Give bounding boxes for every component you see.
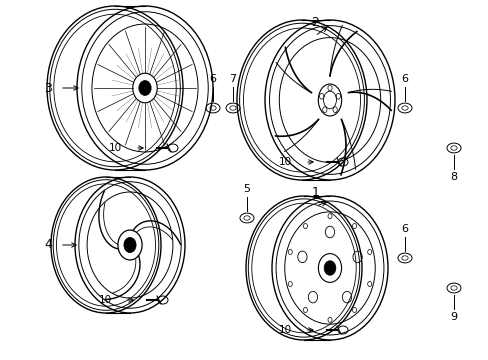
Text: 2: 2 [310, 15, 318, 28]
Text: 8: 8 [449, 172, 457, 182]
Text: 3: 3 [44, 81, 52, 94]
Text: 7: 7 [229, 74, 236, 84]
Text: 6: 6 [209, 74, 216, 84]
Text: 10: 10 [278, 325, 291, 335]
Text: 5: 5 [243, 184, 250, 194]
Text: 1: 1 [311, 185, 319, 198]
Text: 6: 6 [401, 74, 407, 84]
Text: 10: 10 [98, 295, 111, 305]
Text: 9: 9 [449, 312, 457, 322]
Text: 6: 6 [401, 224, 407, 234]
Text: 10: 10 [278, 157, 291, 167]
Text: 10: 10 [108, 143, 122, 153]
Ellipse shape [123, 238, 136, 252]
Ellipse shape [324, 261, 335, 275]
Ellipse shape [139, 81, 151, 95]
Text: 4: 4 [44, 238, 52, 252]
